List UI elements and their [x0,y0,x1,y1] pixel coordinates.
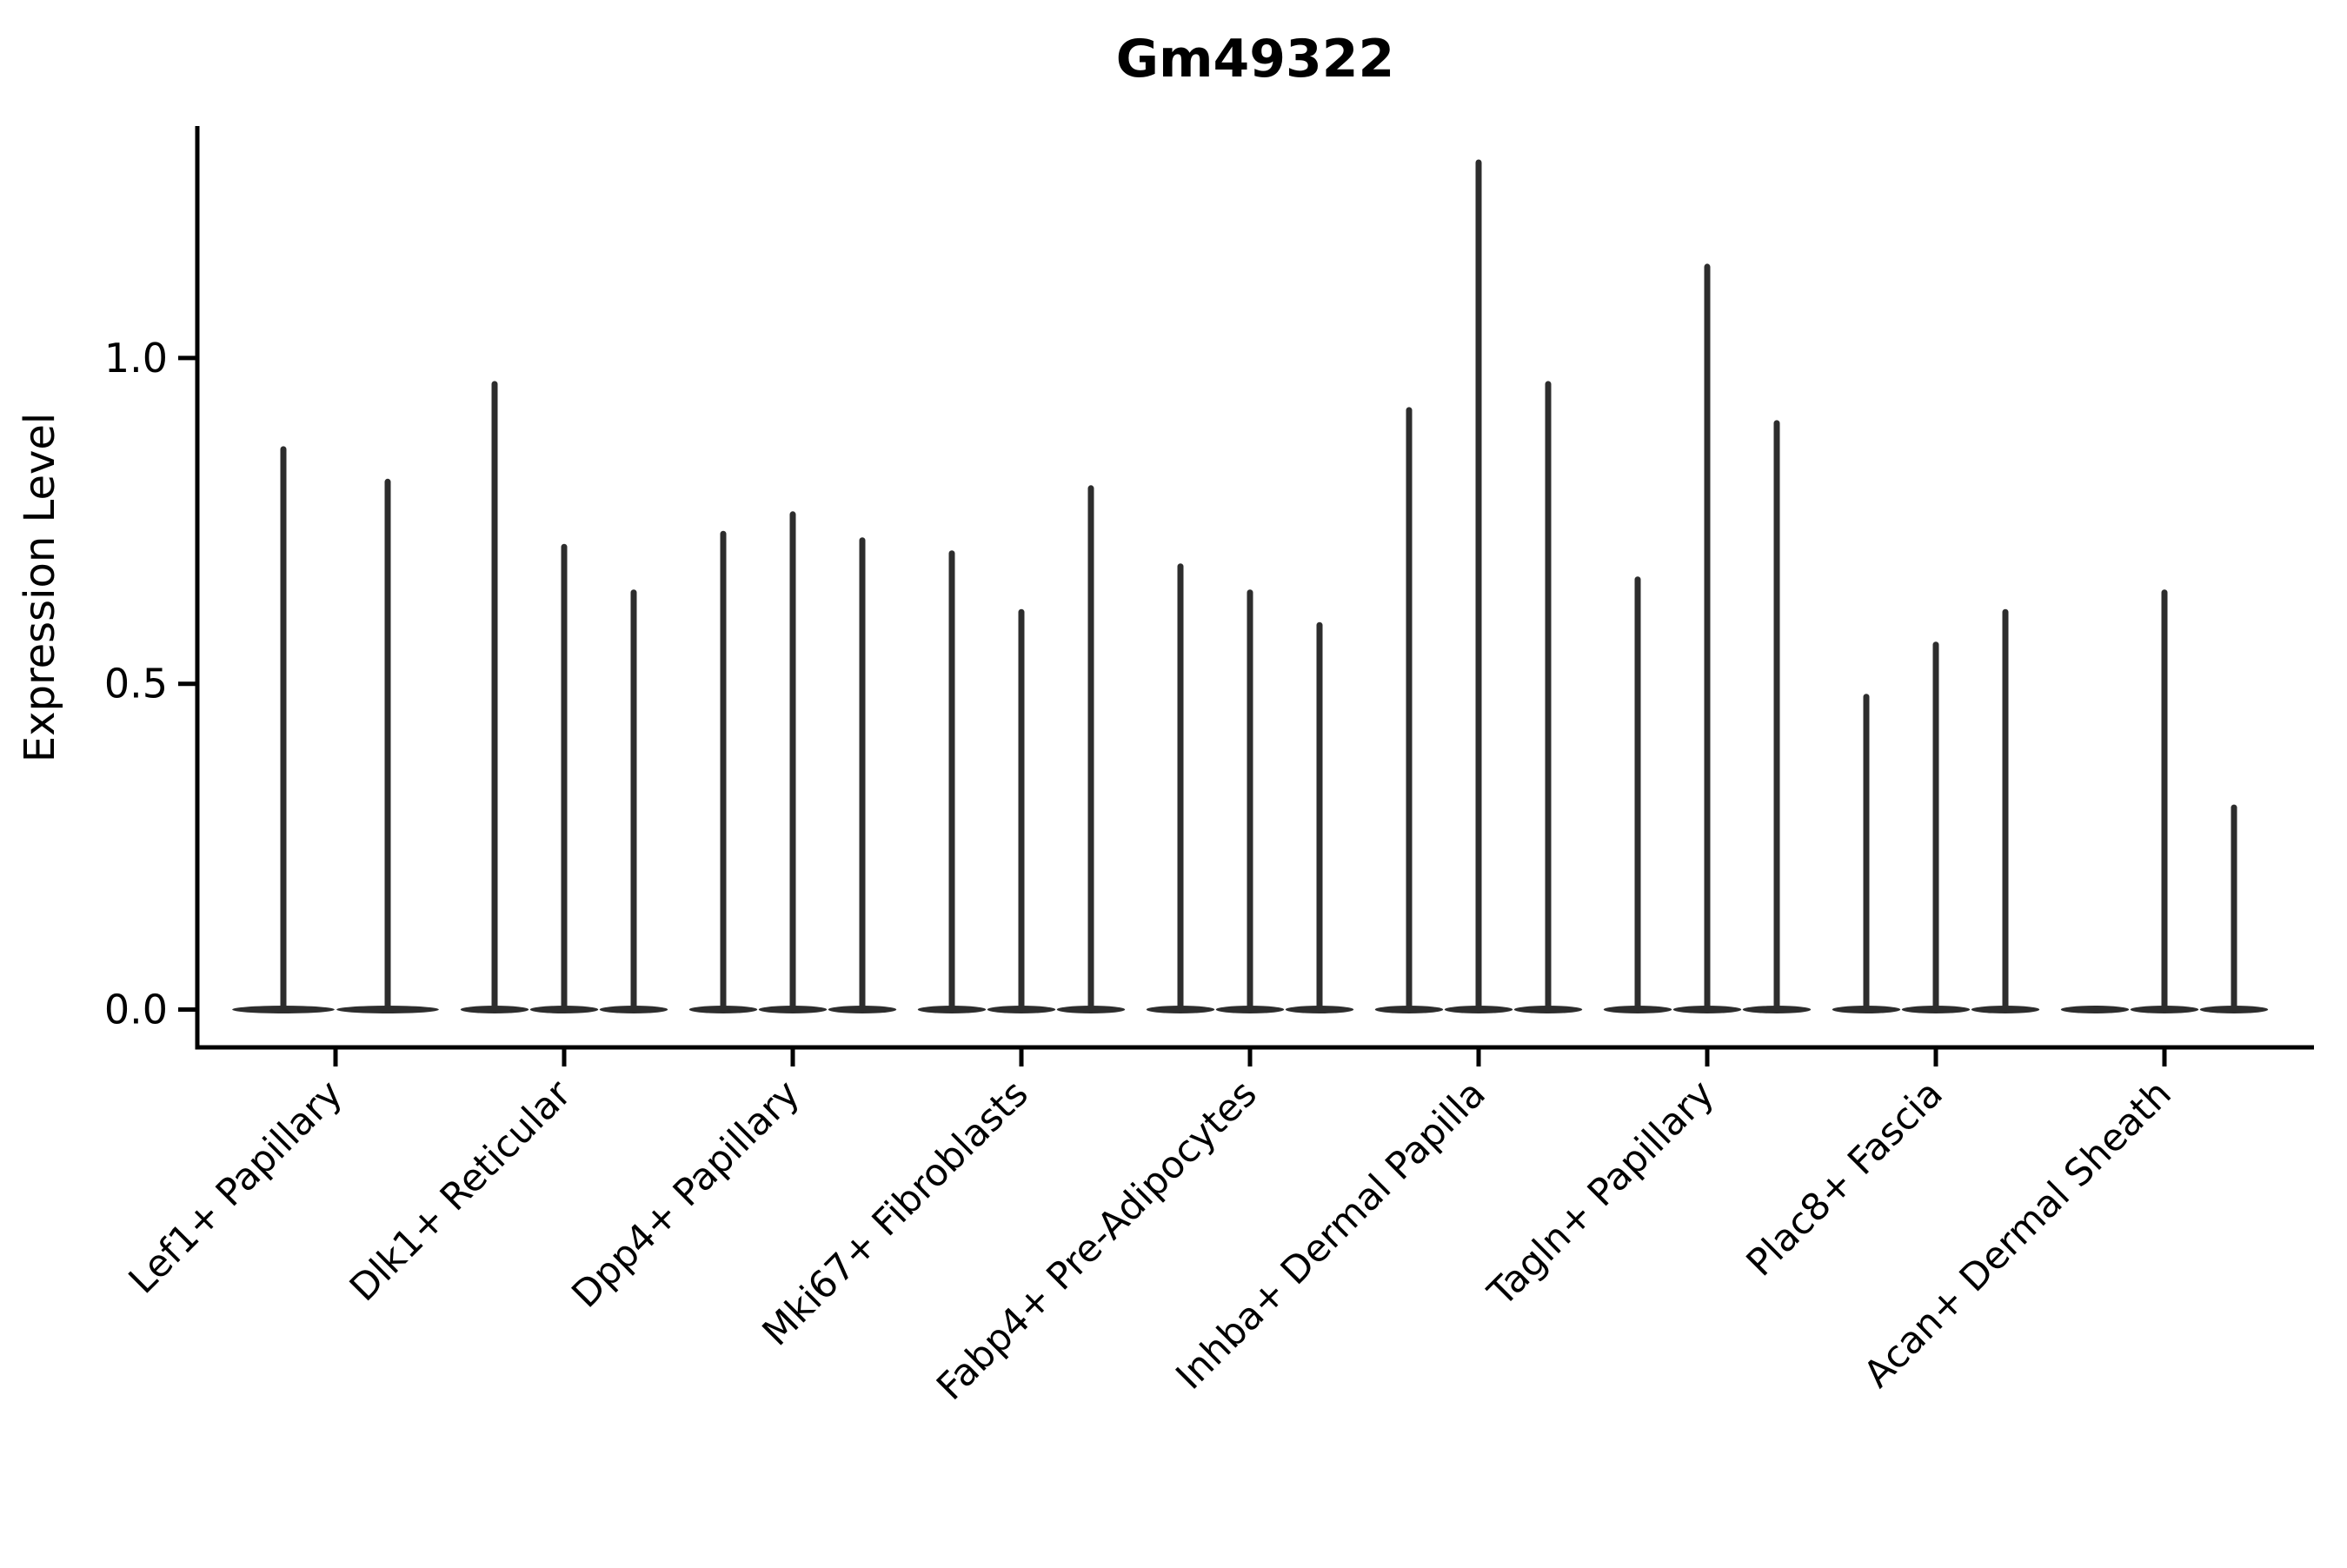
violin-group-1 [460,381,668,1014]
violin-group-5 [1374,159,1583,1014]
y-tick-label-2: 1.0 [104,335,168,382]
violin-group-3 [917,485,1126,1014]
violin-group-8 [2060,589,2269,1014]
x-tick-label-2: Dpp4+ Papillary [564,1072,808,1316]
x-tick-label-7: Plac8+ Fascia [1739,1072,1951,1285]
y-axis-label: Expression Level [16,413,64,763]
violin-group-0 [232,446,439,1014]
y-tick-labels: 0.0 0.5 1.0 [104,335,168,1033]
x-tick-label-0: Lef1+ Papillary [121,1072,351,1302]
violin-base [2060,1006,2130,1014]
violins [232,159,2269,1014]
violin-group-7 [1832,608,2040,1014]
violin-group-6 [1603,263,1812,1014]
y-tick-label-0: 0.0 [104,987,168,1033]
x-tick-label-6: Tagln+ Papillary [1479,1072,1723,1315]
violin-group-4 [1146,563,1354,1014]
axes [178,126,2314,1066]
chart-title: Gm49322 [1116,29,1395,90]
y-tick-label-1: 0.5 [104,661,168,708]
x-tick-label-1: Dlk1+ Reticular [342,1072,580,1310]
violin-group-2 [688,511,897,1014]
